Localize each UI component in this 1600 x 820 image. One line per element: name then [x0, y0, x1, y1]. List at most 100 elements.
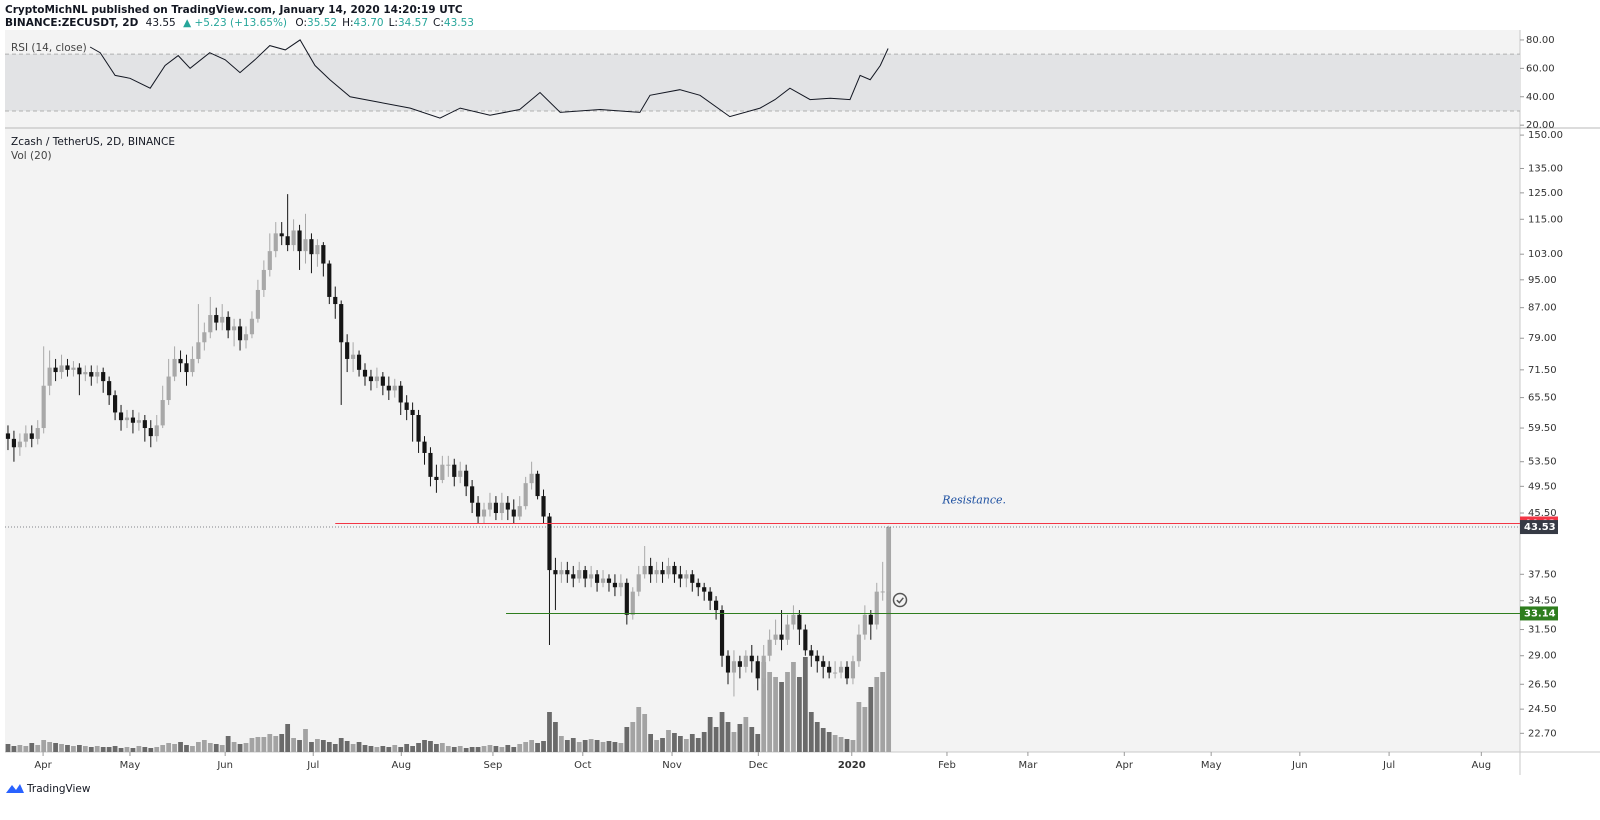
- volume-bar: [130, 748, 136, 752]
- volume-bar: [457, 746, 463, 752]
- candle-body: [374, 376, 379, 382]
- volume-bar: [642, 714, 648, 752]
- candle-body: [178, 358, 183, 364]
- volume-bar: [404, 744, 410, 752]
- volume-bar: [59, 744, 64, 752]
- candle-body: [5, 433, 11, 439]
- volume-bar: [243, 743, 249, 752]
- candle-body: [279, 233, 284, 237]
- candle-body: [678, 574, 683, 579]
- volume-bar: [868, 687, 874, 752]
- volume-bar: [338, 738, 344, 752]
- y-tick-label: 71.50: [1528, 365, 1557, 376]
- candle-body: [71, 367, 76, 370]
- volume-bar: [672, 733, 677, 752]
- volume-bar: [511, 747, 517, 752]
- candle-body: [440, 464, 445, 480]
- volume-bar: [11, 746, 17, 752]
- candle-body: [458, 470, 463, 477]
- volume-bar: [570, 738, 576, 752]
- ohlc-value: 43.70: [354, 17, 384, 29]
- volume-bar: [231, 742, 237, 752]
- level-badge: [1520, 606, 1558, 621]
- candle-body: [464, 470, 469, 487]
- candle-body: [624, 582, 629, 615]
- volume-bar: [344, 741, 350, 752]
- candle-body: [833, 672, 838, 674]
- volume-bar: [5, 744, 11, 752]
- volume-bar: [184, 745, 189, 752]
- candle-body: [571, 574, 576, 579]
- volume-bar: [463, 748, 469, 752]
- volume-bar: [374, 747, 380, 752]
- candle-body: [303, 239, 308, 252]
- candle-body: [267, 251, 272, 270]
- y-tick-label: 26.50: [1528, 679, 1557, 690]
- x-tick-label: Aug: [1472, 760, 1492, 771]
- candle-body: [547, 516, 552, 571]
- x-tick-label: Nov: [662, 760, 682, 771]
- candle-body: [785, 624, 790, 640]
- ohlc-value: 35.52: [307, 17, 337, 29]
- volume-bar: [475, 747, 481, 752]
- candle-body: [160, 400, 165, 426]
- candle-body: [136, 420, 141, 423]
- candle-body: [297, 230, 302, 252]
- x-tick-label: May: [120, 760, 141, 771]
- candle-body: [880, 591, 885, 593]
- candle-body: [261, 269, 266, 290]
- volume-bar: [761, 662, 767, 752]
- candle-body: [142, 420, 147, 429]
- candle-body: [113, 395, 118, 413]
- volume-bar: [558, 736, 564, 752]
- candle-body: [559, 570, 564, 575]
- volume-bar: [695, 738, 701, 752]
- volume-bar: [291, 738, 296, 752]
- volume-bar: [862, 707, 868, 752]
- candle-body: [327, 263, 332, 297]
- header-line: CryptoMichNL published on TradingView.co…: [5, 4, 463, 16]
- candle-body: [868, 614, 873, 625]
- volume-bar: [142, 747, 148, 752]
- x-tick-label: Dec: [749, 760, 768, 771]
- volume-bar: [737, 724, 743, 752]
- volume-bar: [874, 677, 880, 752]
- y-tick-label: 65.50: [1528, 393, 1557, 404]
- volume-bar: [838, 737, 844, 752]
- volume-bar: [648, 734, 654, 752]
- candle-body: [255, 289, 260, 319]
- volume-bar: [35, 745, 41, 752]
- volume-bar: [160, 745, 166, 752]
- y-tick-label: 87.00: [1528, 303, 1557, 314]
- volume-bar: [564, 740, 570, 752]
- volume-bar: [481, 746, 487, 752]
- candle-body: [434, 476, 439, 480]
- volume-bar: [124, 747, 130, 752]
- candle-body: [636, 574, 641, 592]
- volume-bar: [380, 746, 386, 752]
- volume-bar: [368, 746, 374, 752]
- candle-body: [862, 614, 867, 635]
- y-tick-label: 103.00: [1528, 249, 1563, 260]
- candle-body: [809, 650, 814, 656]
- volume-bar: [23, 746, 29, 752]
- candle-body: [214, 315, 219, 323]
- candle-body: [761, 655, 766, 679]
- candle-body: [767, 639, 772, 656]
- candle-body: [886, 527, 891, 592]
- volume-bar: [600, 742, 606, 752]
- y-tick-label: 115.00: [1528, 214, 1563, 225]
- candle-body: [101, 372, 106, 382]
- symbol: BINANCE:ZECUSDT, 2D: [5, 17, 139, 29]
- volume-bar: [820, 728, 826, 752]
- volume-bar: [487, 745, 493, 752]
- candle-body: [470, 486, 475, 503]
- candle-body: [714, 600, 719, 611]
- volume-bar: [660, 738, 665, 752]
- candle-body: [220, 316, 225, 323]
- volume-bar: [517, 744, 523, 752]
- y-tick-label: 31.50: [1528, 625, 1557, 636]
- volume-bar: [53, 743, 58, 752]
- candle-body: [118, 412, 124, 421]
